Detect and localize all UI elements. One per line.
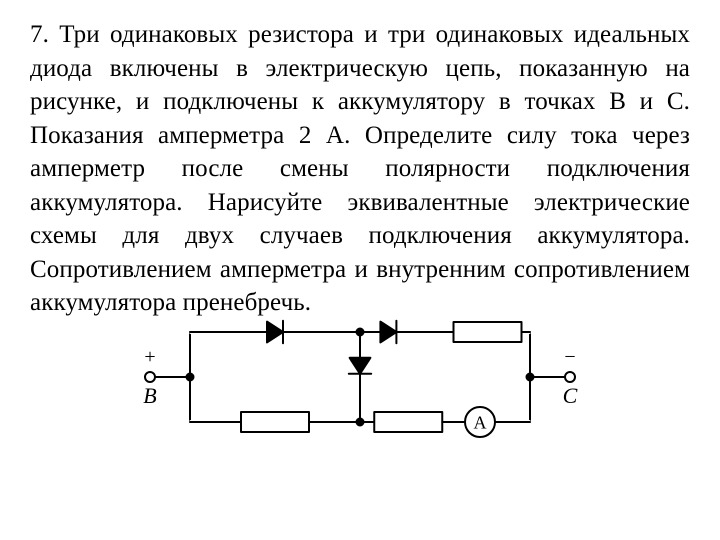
circuit-figure: A + B − C [110,302,610,462]
circuit-svg: A + B − C [110,302,610,462]
svg-text:−: − [564,346,575,368]
svg-text:+: + [144,346,155,368]
problem-number: 7. [30,21,49,48]
problem-body: Три одинаковых резистора и три одинаковы… [30,21,690,316]
page: 7. Три одинаковых резистора и три одинак… [0,0,720,540]
problem-text: 7. Три одинаковых резистора и три одинак… [30,18,690,320]
svg-text:B: B [143,383,156,408]
svg-text:C: C [563,383,578,408]
svg-text:A: A [474,412,487,432]
